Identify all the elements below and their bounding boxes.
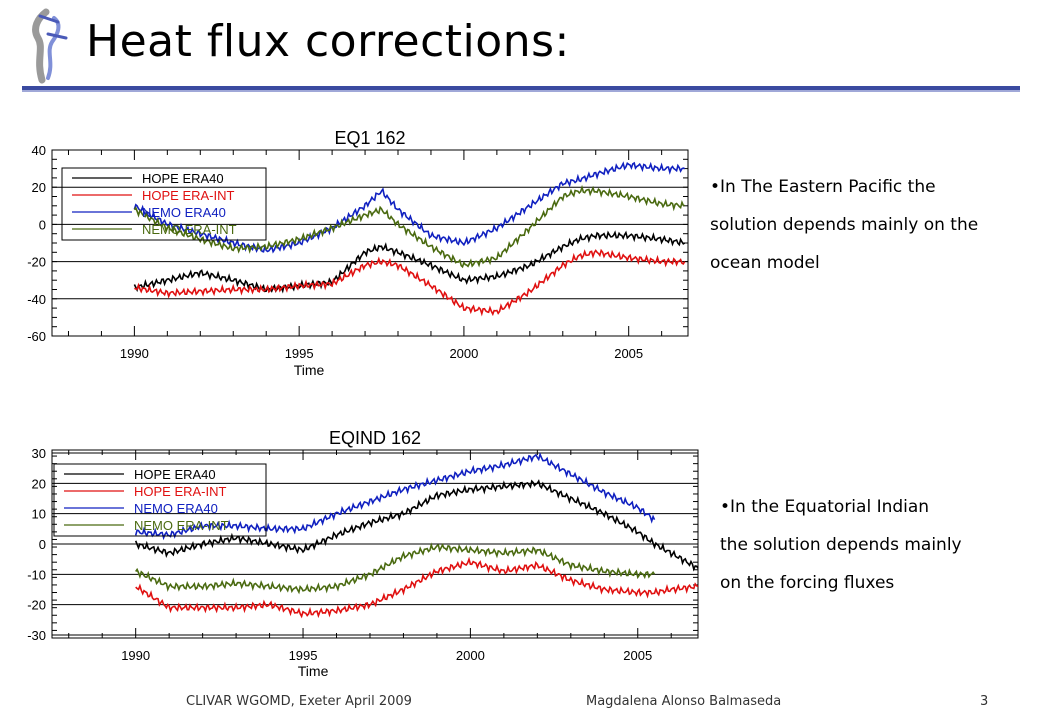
bullet-line: on the forcing fluxes	[720, 573, 895, 593]
legend-label: NEMO ERA-INT	[134, 518, 229, 533]
page-title: Heat flux corrections:	[86, 16, 570, 67]
bullet-line: solution depends mainly on the	[710, 215, 979, 235]
bullet-line: ocean model	[710, 253, 820, 273]
y-tick-label: 0	[39, 537, 46, 552]
bullet-line: •In The Eastern Pacific the	[710, 177, 936, 197]
series-line	[133, 184, 685, 269]
series-line	[133, 161, 685, 254]
bullet-line: •In the Equatorial Indian	[720, 497, 930, 517]
series-line	[134, 479, 699, 572]
legend-label: NEMO ERA40	[142, 205, 226, 220]
legend-label: NEMO ERA40	[134, 501, 218, 516]
x-axis-label: Time	[294, 362, 325, 378]
series-line	[135, 542, 656, 595]
bullet-line: the solution depends mainly	[720, 535, 962, 555]
x-tick-label: 2005	[614, 346, 643, 361]
y-tick-label: 20	[32, 476, 46, 491]
series-line	[135, 556, 699, 619]
x-tick-label: 1990	[121, 648, 150, 663]
x-tick-label: 1990	[120, 346, 149, 361]
x-tick-label: 1995	[285, 346, 314, 361]
y-tick-label: 20	[32, 180, 46, 195]
x-tick-label: 2000	[456, 648, 485, 663]
legend-label: NEMO ERA-INT	[142, 222, 237, 237]
y-tick-label: -30	[27, 628, 46, 643]
x-axis-label: Time	[298, 663, 329, 679]
y-tick-label: -20	[27, 255, 46, 270]
logo-icon	[32, 8, 68, 84]
y-tick-label: -10	[27, 567, 46, 582]
bullet-equatorial-indian: •In the Equatorial Indian the solution d…	[720, 488, 1040, 602]
chart-title: EQIND 162	[329, 428, 421, 448]
legend-box	[53, 463, 267, 537]
y-tick-label: 40	[32, 143, 46, 158]
chart-eqind-162: EQIND 162 30 20 10 0 -10 -20 -30 1990 1995 2000 200…	[27, 428, 699, 679]
chart-title: EQ1 162	[334, 128, 405, 148]
x-tick-label: 2005	[623, 648, 652, 663]
legend-label: HOPE ERA-INT	[134, 484, 227, 499]
series-line	[133, 230, 686, 294]
y-tick-label: -60	[27, 329, 46, 344]
y-tick-label: 0	[39, 217, 46, 232]
x-tick-label: 1995	[289, 648, 318, 663]
legend-label: HOPE ERA40	[134, 467, 216, 482]
y-tick-label: -40	[27, 292, 46, 307]
y-tick-label: 10	[32, 507, 46, 522]
footer-event: CLIVAR WGOMD, Exeter April 2009	[186, 694, 412, 709]
footer-author: Magdalena Alonso Balmaseda	[586, 694, 782, 709]
x-tick-label: 2000	[449, 346, 478, 361]
title-divider	[22, 86, 1020, 92]
y-tick-label: 30	[32, 446, 46, 461]
legend-label: HOPE ERA-INT	[142, 188, 235, 203]
chart-eq1-162: EQ1 162 40 20 0 -20 -40 -60 1990 1995 2000 2005 Tim…	[27, 128, 689, 378]
series-line	[134, 248, 686, 317]
series-line	[134, 452, 656, 541]
bullet-eastern-pacific: •In The Eastern Pacific the solution dep…	[710, 168, 1030, 282]
legend-label: HOPE ERA40	[142, 171, 224, 186]
y-tick-label: -20	[27, 598, 46, 613]
legend-box	[61, 167, 267, 241]
page-number: 3	[980, 694, 989, 709]
